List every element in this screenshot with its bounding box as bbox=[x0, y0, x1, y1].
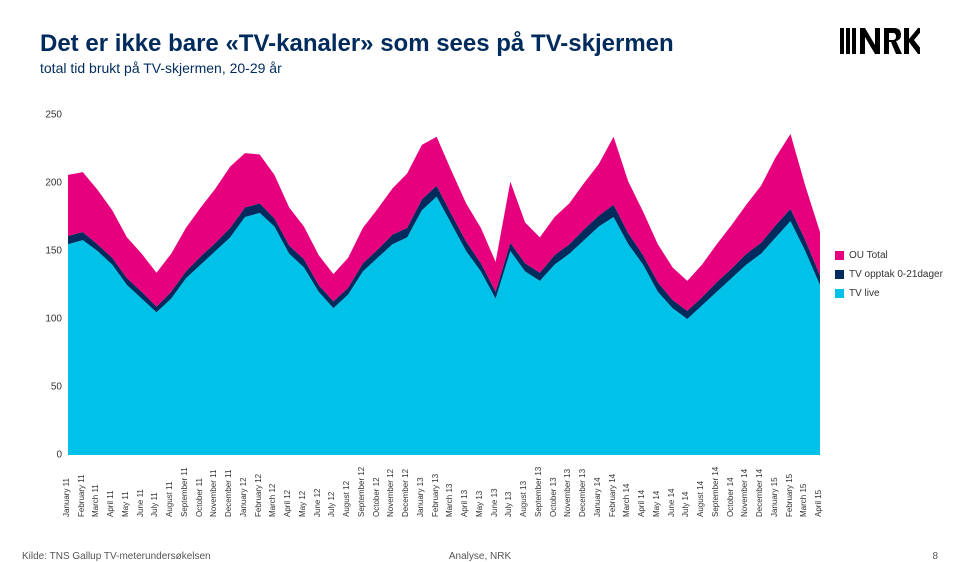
x-tick: June 14 bbox=[667, 489, 676, 517]
x-tick: September 13 bbox=[534, 467, 543, 517]
x-tick: January 12 bbox=[239, 477, 248, 517]
legend-swatch bbox=[835, 251, 844, 260]
x-tick: March 13 bbox=[445, 484, 454, 517]
x-tick: July 14 bbox=[681, 492, 690, 517]
x-tick: April 12 bbox=[283, 490, 292, 517]
x-tick: November 13 bbox=[563, 469, 572, 517]
x-tick: January 14 bbox=[593, 477, 602, 517]
y-tick: 50 bbox=[40, 382, 62, 393]
x-axis-labels: January 11February 11March 11April 11May… bbox=[68, 457, 820, 517]
y-tick: 0 bbox=[40, 450, 62, 461]
x-tick: January 13 bbox=[416, 477, 425, 517]
x-tick: May 11 bbox=[121, 491, 130, 517]
x-tick: March 14 bbox=[622, 484, 631, 517]
x-tick: March 11 bbox=[91, 484, 100, 517]
x-tick: December 13 bbox=[578, 469, 587, 517]
x-tick: June 12 bbox=[313, 489, 322, 517]
y-tick: 200 bbox=[40, 178, 62, 189]
x-tick: August 13 bbox=[519, 481, 528, 517]
x-tick: November 14 bbox=[740, 469, 749, 517]
x-tick: June 13 bbox=[490, 489, 499, 517]
legend-label: OU Total bbox=[849, 250, 888, 261]
x-tick: February 13 bbox=[431, 474, 440, 517]
area-chart: January 11February 11March 11April 11May… bbox=[40, 115, 820, 495]
chart-plot bbox=[68, 115, 820, 455]
x-tick: November 12 bbox=[386, 469, 395, 517]
x-tick: August 12 bbox=[342, 481, 351, 517]
x-tick: September 11 bbox=[180, 467, 189, 517]
legend-swatch bbox=[835, 270, 844, 279]
page-subtitle: total tid brukt på TV-skjermen, 20-29 år bbox=[40, 60, 840, 76]
x-tick: October 11 bbox=[195, 478, 204, 517]
x-tick: April 13 bbox=[460, 490, 469, 517]
chart-legend: OU Total TV opptak 0-21dager TV live bbox=[835, 250, 943, 307]
x-tick: July 13 bbox=[504, 492, 513, 517]
x-tick: July 11 bbox=[150, 492, 159, 517]
x-tick: August 11 bbox=[165, 482, 174, 517]
x-tick: January 11 bbox=[62, 478, 71, 517]
x-tick: March 12 bbox=[268, 484, 277, 517]
y-tick: 250 bbox=[40, 110, 62, 121]
x-tick: December 11 bbox=[224, 470, 233, 517]
legend-label: TV opptak 0-21dager bbox=[849, 269, 943, 280]
x-tick: April 14 bbox=[637, 490, 646, 517]
x-tick: May 14 bbox=[652, 491, 661, 517]
x-tick: April 11 bbox=[106, 490, 115, 517]
x-tick: February 11 bbox=[77, 474, 86, 517]
legend-item: TV opptak 0-21dager bbox=[835, 269, 943, 280]
x-tick: May 12 bbox=[298, 491, 307, 517]
x-tick: August 14 bbox=[696, 481, 705, 517]
x-tick: July 12 bbox=[327, 492, 336, 517]
x-tick: January 15 bbox=[770, 477, 779, 517]
x-tick: February 15 bbox=[785, 474, 794, 517]
x-tick: November 11 bbox=[209, 470, 218, 517]
x-tick: February 12 bbox=[254, 474, 263, 517]
x-tick: April 15 bbox=[814, 490, 823, 517]
x-tick: February 14 bbox=[608, 474, 617, 517]
x-tick: October 14 bbox=[726, 477, 735, 517]
page-title: Det er ikke bare «TV-kanaler» som sees p… bbox=[40, 30, 840, 58]
legend-item: OU Total bbox=[835, 250, 943, 261]
x-tick: September 12 bbox=[357, 467, 366, 517]
legend-item: TV live bbox=[835, 288, 943, 299]
x-tick: October 12 bbox=[372, 477, 381, 517]
nrk-logo bbox=[840, 26, 920, 61]
x-tick: September 14 bbox=[711, 467, 720, 517]
x-tick: March 15 bbox=[799, 484, 808, 517]
y-tick: 150 bbox=[40, 246, 62, 257]
y-tick: 100 bbox=[40, 314, 62, 325]
x-tick: December 14 bbox=[755, 469, 764, 517]
legend-label: TV live bbox=[849, 288, 880, 299]
x-tick: June 11 bbox=[136, 489, 145, 517]
x-tick: May 13 bbox=[475, 491, 484, 517]
x-tick: December 12 bbox=[401, 469, 410, 517]
x-tick: October 13 bbox=[549, 477, 558, 517]
series-tv-live bbox=[68, 197, 820, 455]
legend-swatch bbox=[835, 289, 844, 298]
